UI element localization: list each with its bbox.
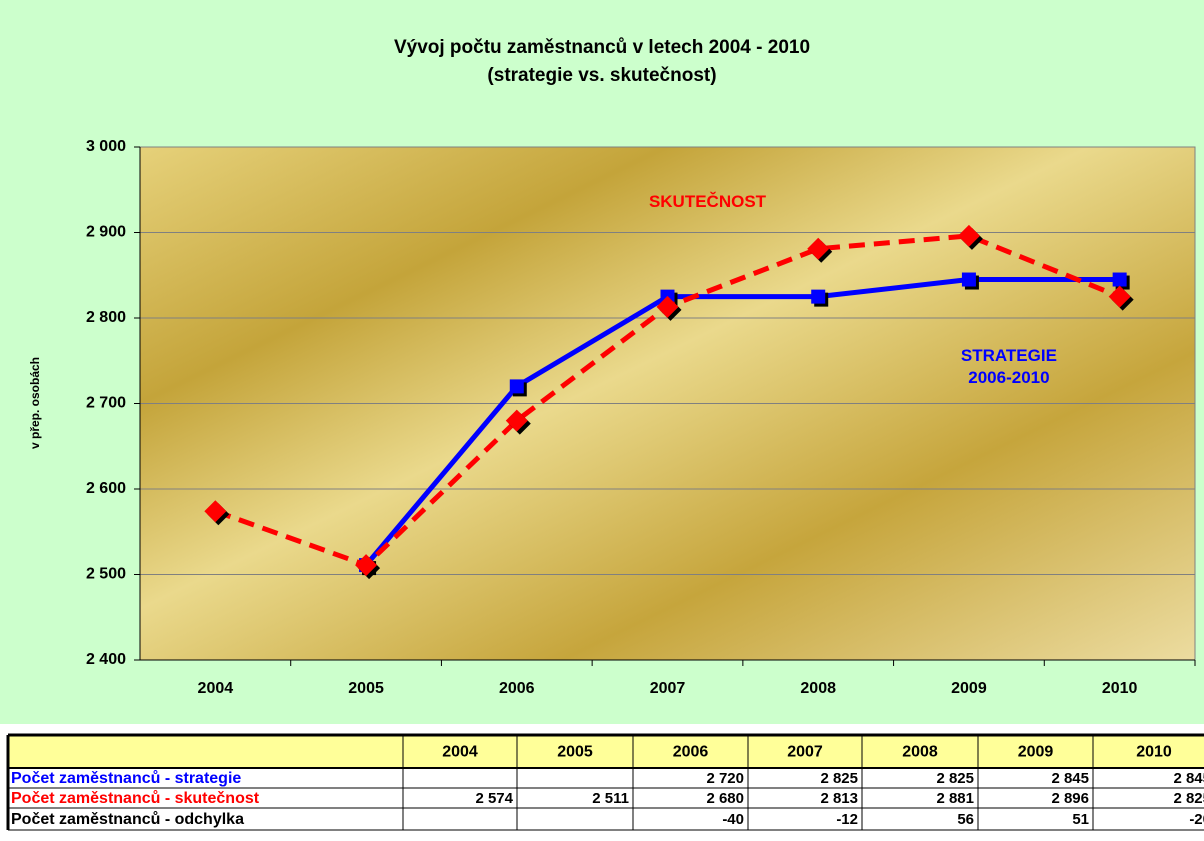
marker-shape (509, 379, 524, 394)
table-cell: -40 (722, 811, 744, 828)
table-cell: 2 845 (1173, 770, 1204, 787)
marker-shape (204, 500, 227, 523)
marker (505, 409, 531, 435)
table-column-header: 2005 (557, 744, 593, 761)
x-tick-label: 2007 (650, 680, 686, 697)
table-row-label: Počet zaměstnanců - strategie (11, 770, 241, 787)
table-row-label: Počet zaměstnanců - odchylka (11, 811, 244, 828)
table-cell: 56 (957, 811, 974, 828)
marker (957, 224, 983, 250)
marker-shape (355, 554, 378, 577)
series-line (364, 277, 1120, 567)
table-column-header: 2009 (1018, 744, 1054, 761)
annotation: STRATEGIE (961, 346, 1057, 365)
y-tick-label: 2 900 (86, 224, 126, 241)
table-column-header: 2006 (673, 744, 709, 761)
marker-shape (957, 224, 980, 247)
marker (1108, 285, 1134, 311)
marker-shape (505, 409, 528, 432)
marker-shape (961, 272, 976, 287)
chart-title: Vývoj počtu zaměstnanců v letech 2004 - … (394, 37, 810, 58)
marker (961, 272, 979, 290)
y-tick-label: 2 600 (86, 480, 126, 497)
table-row-label: Počet zaměstnanců - skutečnost (11, 790, 260, 807)
annotation: SKUTEČNOST (649, 192, 767, 211)
x-tick-label: 2009 (951, 680, 987, 697)
table-column-header: 2007 (787, 744, 823, 761)
marker (355, 554, 381, 580)
table-cell: 2 845 (1051, 770, 1089, 787)
table-cell: 2 881 (936, 790, 974, 807)
table-cell: -12 (836, 811, 858, 828)
marker-shape (811, 289, 826, 304)
y-tick-label: 2 800 (86, 309, 126, 326)
table-cell: 2 720 (706, 770, 744, 787)
y-tick-label: 2 700 (86, 395, 126, 412)
chart-subtitle: (strategie vs. skutečnost) (487, 65, 716, 86)
table-cell: 2 574 (475, 790, 513, 807)
table-body-bg (8, 768, 1204, 830)
marker (811, 289, 829, 307)
table-cell: -20 (1189, 811, 1204, 828)
x-tick-label: 2010 (1102, 680, 1138, 697)
marker (509, 379, 527, 397)
table-cell: 2 813 (820, 790, 858, 807)
annotation: 2006-2010 (968, 368, 1049, 387)
table-column-header: 2004 (442, 744, 478, 761)
table-cell: 2 825 (1173, 790, 1204, 807)
marker (807, 237, 833, 263)
table-cell: 2 825 (820, 770, 858, 787)
x-tick-label: 2005 (348, 680, 384, 697)
table-cell: 2 896 (1051, 790, 1089, 807)
y-axis-label: v přep. osobách (28, 357, 42, 449)
marker-shape (1112, 272, 1127, 287)
y-tick-label: 2 500 (86, 566, 126, 583)
marker (656, 295, 682, 321)
table-cell: 2 825 (936, 770, 974, 787)
marker (204, 500, 230, 526)
y-tick-label: 2 400 (86, 651, 126, 668)
table-header-bg (8, 735, 1204, 768)
marker (1112, 272, 1130, 290)
marker-shape (656, 295, 679, 318)
table-cell: 2 680 (706, 790, 744, 807)
marker-shape (807, 237, 830, 260)
marker-shape (1108, 285, 1131, 308)
x-tick-label: 2008 (800, 680, 836, 697)
table-cell: 51 (1072, 811, 1089, 828)
table-column-header: 2010 (1136, 744, 1172, 761)
table-column-header: 2008 (902, 744, 938, 761)
table-cell: 2 511 (592, 790, 629, 807)
x-tick-label: 2006 (499, 680, 535, 697)
x-tick-label: 2004 (198, 680, 234, 697)
y-tick-label: 3 000 (86, 138, 126, 155)
